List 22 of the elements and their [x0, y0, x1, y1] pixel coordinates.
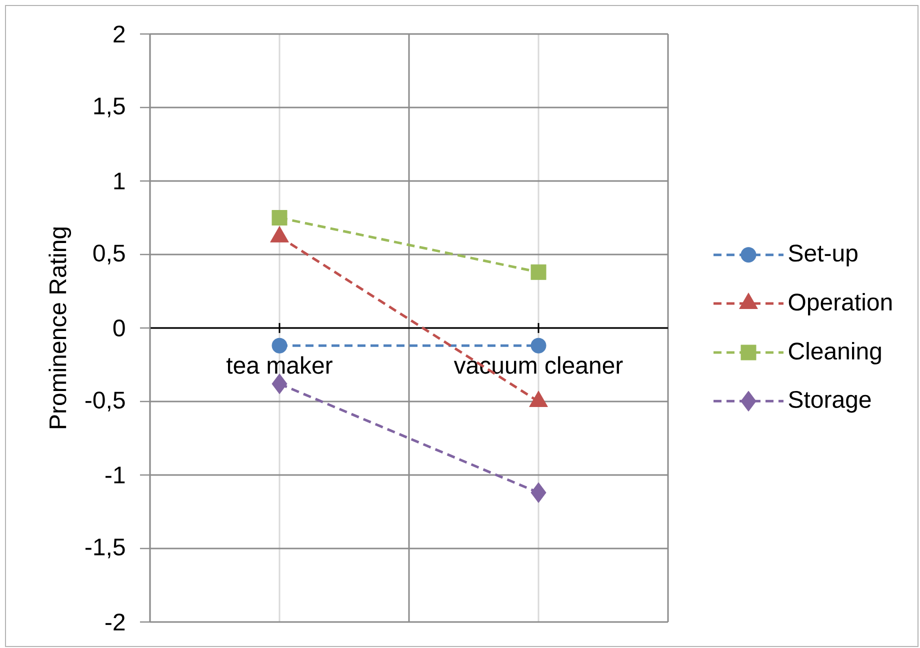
y-axis-title: Prominence Rating	[48, 228, 72, 428]
y-tick-label: -1,5	[86, 538, 125, 558]
point	[272, 374, 288, 394]
point	[530, 482, 546, 503]
point	[530, 264, 546, 280]
legend-label: Operation	[788, 293, 892, 316]
y-tick-label: 1	[114, 172, 125, 190]
legend-label: Storage	[788, 391, 871, 413]
legend-label: Cleaning	[788, 342, 881, 364]
point	[272, 338, 288, 354]
point	[530, 338, 546, 354]
y-tick-label: -1	[106, 466, 125, 484]
point	[272, 210, 288, 226]
y-tick-label: 1,5	[94, 98, 125, 118]
y-tick-label: 2	[114, 26, 125, 42]
legend-label: Set-up	[788, 244, 858, 266]
x-tick-label: tea maker	[226, 356, 332, 374]
y-tick-label: -0,5	[86, 392, 125, 412]
y-tick-label: 0,5	[93, 244, 125, 264]
x-tick-label: vacuum cleaner	[454, 356, 623, 374]
y-tick-label: 0	[113, 320, 125, 336]
y-tick-label: -2	[106, 614, 125, 630]
